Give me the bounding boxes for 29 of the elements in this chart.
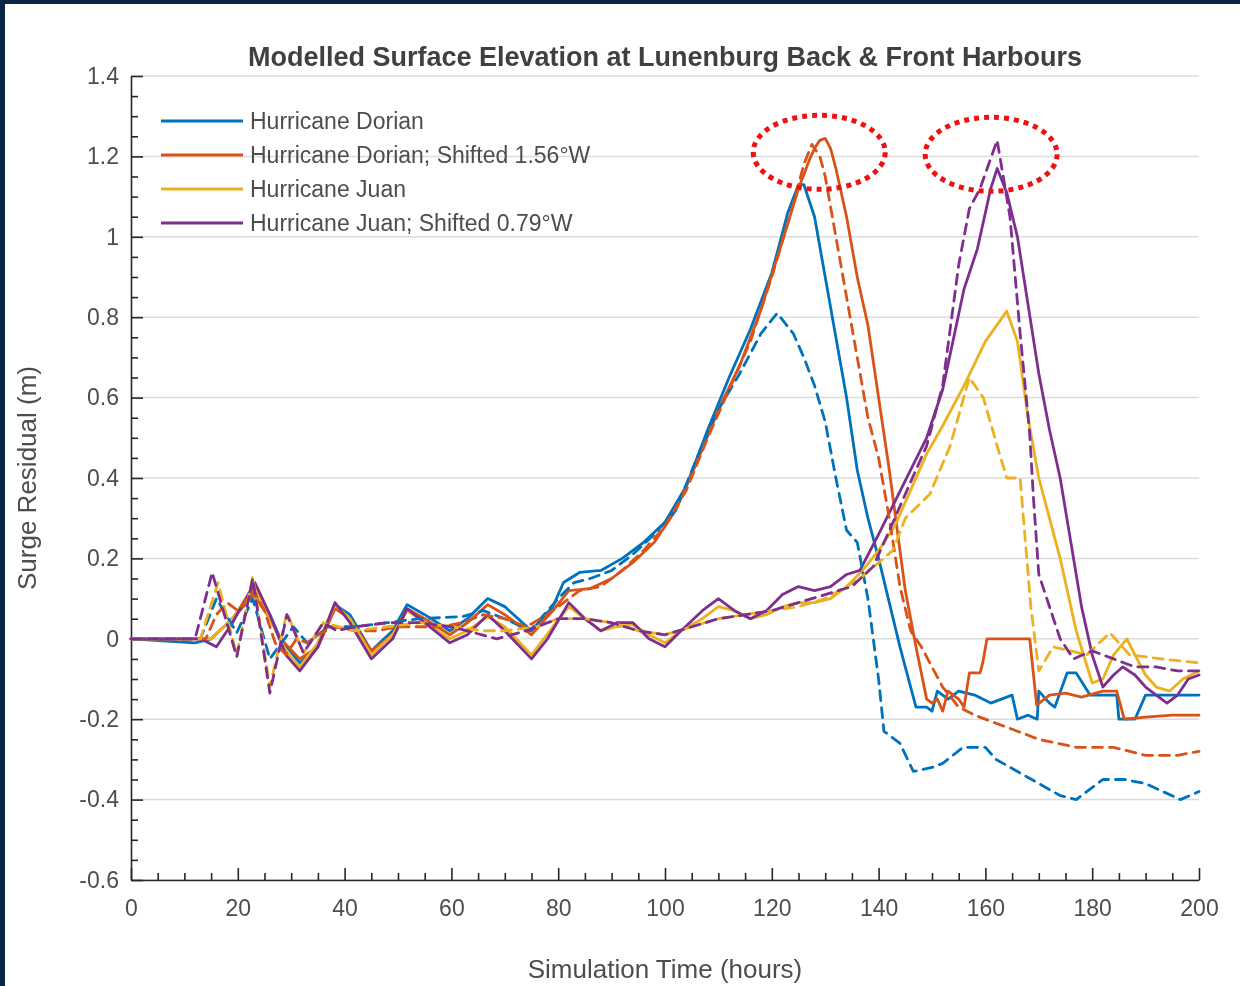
y-tick-label: 0.8 [87,304,119,331]
y-tick-label: -0.4 [79,786,120,813]
x-tick-label: 160 [966,894,1006,921]
y-tick-label: -0.2 [79,706,119,733]
x-tick-label: 200 [1180,894,1219,921]
x-tick-label: 0 [125,894,138,921]
y-tick-label: 0 [106,625,119,652]
x-tick-label: 180 [1073,894,1112,921]
x-tick-label: 140 [859,894,899,921]
legend-label: Hurricane Juan; Shifted 0.79°W [250,210,573,236]
y-tick-label: 1.4 [87,62,120,89]
y-tick-label: 0.6 [87,384,119,411]
x-tick-label: 60 [439,894,465,921]
x-axis-title: Simulation Time (hours) [527,954,803,984]
y-tick-label: 1.2 [87,143,119,170]
x-tick-label: 80 [545,894,572,921]
y-tick-label: -0.6 [79,866,119,893]
x-tick-label: 20 [225,894,252,921]
y-tick-label: 0.2 [87,545,119,572]
legend-label: Hurricane Dorian [250,108,424,134]
y-tick-label: 1 [106,223,119,250]
x-tick-label: 100 [646,894,685,921]
x-tick-label: 120 [753,894,792,921]
chart-title: Modelled Surface Elevation at Lunenburg Back & Front Harbours [247,42,1083,72]
legend-label: Hurricane Juan [250,176,406,202]
y-tick-label: 0.4 [87,464,120,491]
x-tick-label: 40 [332,894,358,921]
legend-label: Hurricane Dorian; Shifted 1.56°W [250,142,591,168]
y-axis-title: Surge Residual (m) [12,366,42,590]
